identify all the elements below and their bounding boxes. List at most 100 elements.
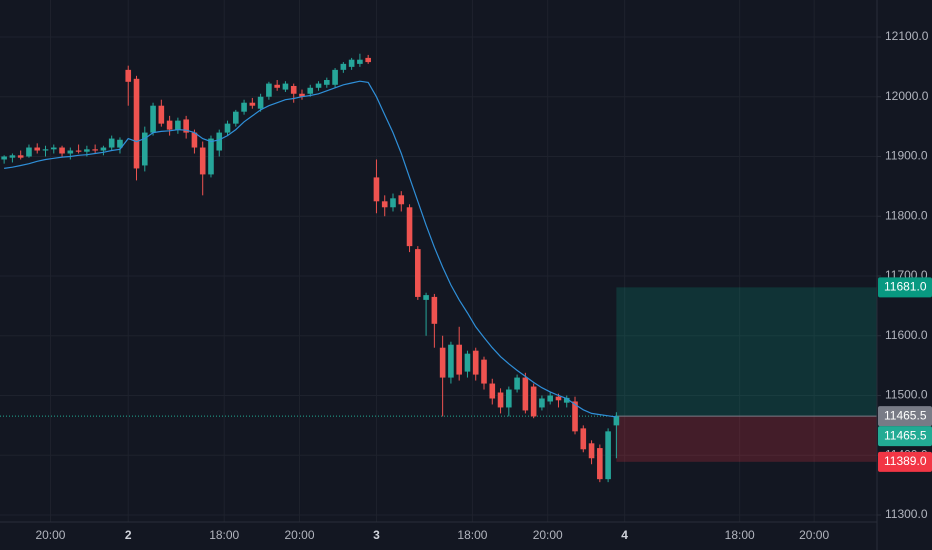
candle-body xyxy=(50,147,57,150)
x-tick-label: 18:00 xyxy=(209,528,239,542)
price-label: 11465.5 xyxy=(884,408,927,422)
candle-body xyxy=(158,105,165,124)
candle-body xyxy=(67,150,74,154)
y-tick-label: 11300.0 xyxy=(885,507,928,521)
candle-body xyxy=(506,389,512,408)
candle-body xyxy=(398,195,405,205)
x-tick-label: 3 xyxy=(373,528,380,542)
candle-body xyxy=(357,59,363,64)
candle-body xyxy=(307,87,314,94)
x-tick-label: 20:00 xyxy=(533,528,563,542)
candle-body xyxy=(216,132,223,151)
price-label-box xyxy=(878,426,932,447)
moving-average xyxy=(4,80,617,418)
candle-body xyxy=(365,57,371,63)
candle-body xyxy=(373,177,380,202)
candle-body xyxy=(108,138,115,148)
candle-body xyxy=(406,207,413,247)
candle-body xyxy=(456,344,462,375)
price-label-box xyxy=(878,277,932,298)
candle-body xyxy=(423,295,429,300)
candle-body xyxy=(191,132,198,148)
candle-body xyxy=(26,147,32,157)
candle-body xyxy=(42,149,49,151)
candle-body xyxy=(315,83,322,88)
candle-body xyxy=(588,443,595,459)
x-tick-label: 20:00 xyxy=(284,528,314,542)
candle-body xyxy=(481,359,487,384)
candle-body xyxy=(232,111,239,124)
candle-body xyxy=(613,416,620,426)
candle-body xyxy=(1,156,7,160)
target-zone xyxy=(616,287,877,417)
price-label-box xyxy=(878,406,932,427)
x-tick-label: 18:00 xyxy=(725,528,755,542)
candle-body xyxy=(340,63,347,70)
candle-body xyxy=(199,147,206,175)
candle-body xyxy=(563,397,570,403)
candle-body xyxy=(175,120,181,130)
candle-body xyxy=(274,84,280,88)
y-tick-label: 12100.0 xyxy=(885,29,929,43)
candle-body xyxy=(208,138,214,175)
y-tick-label: 11500.0 xyxy=(885,388,928,402)
x-tick-label: 2 xyxy=(125,528,132,542)
candle-body xyxy=(547,395,553,402)
candle-body xyxy=(166,120,173,130)
candle-body xyxy=(183,119,189,133)
candle-body xyxy=(522,377,529,411)
candle-body xyxy=(381,201,388,208)
candle-body xyxy=(415,249,421,297)
candle-body xyxy=(9,155,16,158)
stop-zone xyxy=(616,416,877,462)
candle-body xyxy=(348,59,355,67)
candle-body xyxy=(125,69,132,82)
candle-body xyxy=(17,155,24,158)
x-tick-label: 20:00 xyxy=(35,528,65,542)
y-tick-label: 11600.0 xyxy=(885,328,928,342)
candle-body xyxy=(75,150,82,152)
candle-body xyxy=(290,85,297,94)
candle-body xyxy=(530,386,537,417)
candle-body xyxy=(34,147,41,151)
price-label-box xyxy=(878,451,932,472)
candle-body xyxy=(539,398,545,408)
candle-body xyxy=(100,147,107,151)
candle-body xyxy=(439,347,446,378)
price-label: 11389.0 xyxy=(884,454,927,468)
candle-body xyxy=(241,102,247,112)
x-tick-label: 4 xyxy=(621,528,628,542)
candle-body xyxy=(224,123,231,133)
candle-body xyxy=(266,83,272,97)
candle-body xyxy=(497,392,504,408)
x-tick-label: 18:00 xyxy=(457,528,487,542)
candle-body xyxy=(150,105,156,133)
candle-body xyxy=(489,383,496,399)
candle-body xyxy=(472,350,479,375)
candle-body xyxy=(92,149,98,151)
candle-body xyxy=(597,448,603,480)
candle-body xyxy=(141,132,148,166)
y-tick-label: 11800.0 xyxy=(885,208,928,222)
candle-body xyxy=(117,139,123,148)
candle-body xyxy=(133,78,140,169)
price-label: 11681.0 xyxy=(884,280,927,294)
candle-body xyxy=(464,353,471,372)
candle-body xyxy=(572,401,578,432)
candle-body xyxy=(580,428,587,450)
candle-body xyxy=(448,344,454,378)
candle-body xyxy=(514,377,520,390)
candle-body xyxy=(282,83,289,90)
candle-body xyxy=(605,431,611,480)
y-tick-label: 12000.0 xyxy=(885,89,929,103)
candle-body xyxy=(59,147,65,154)
candle-body xyxy=(431,296,438,324)
candle-body xyxy=(84,149,90,152)
candle-body xyxy=(249,102,256,106)
candle-body xyxy=(390,198,396,208)
candle-body xyxy=(324,80,330,85)
candle-body xyxy=(299,93,305,97)
candle-body xyxy=(555,396,562,401)
